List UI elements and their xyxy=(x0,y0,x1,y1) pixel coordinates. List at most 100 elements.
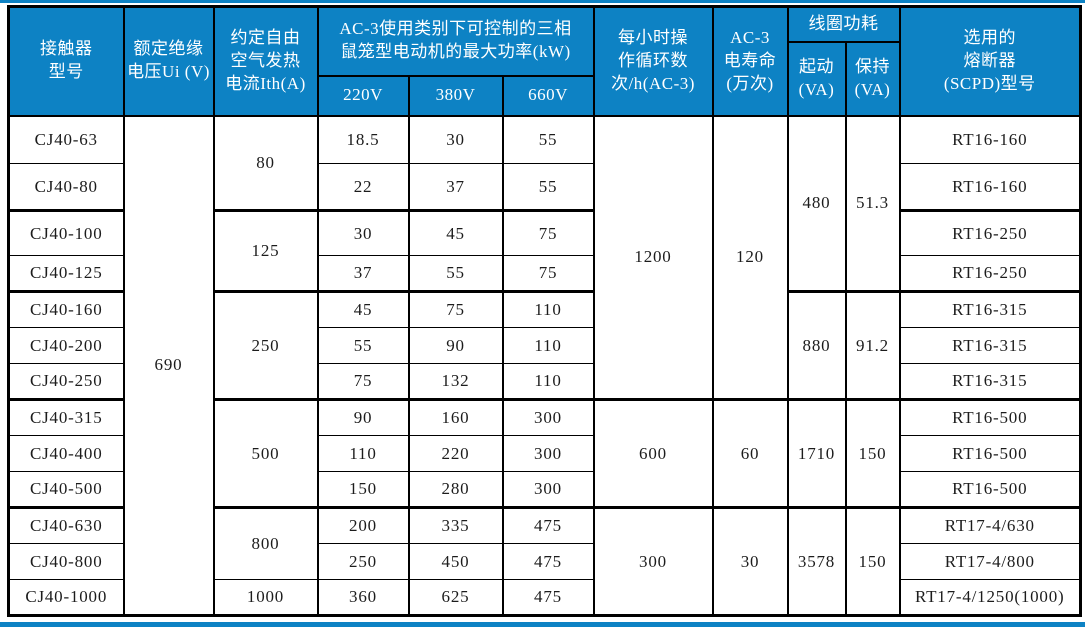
cell-p380: 45 xyxy=(407,210,504,256)
cell-ith: 80 xyxy=(212,115,319,212)
cell-cycles: 1200 xyxy=(592,115,714,401)
cell-model: CJ40-200 xyxy=(7,327,125,364)
cell-fuse: RT16-160 xyxy=(898,115,1082,164)
cell-p660: 475 xyxy=(501,579,595,616)
cell-life: 60 xyxy=(711,399,789,509)
cell-p660: 300 xyxy=(501,471,595,509)
cell-model: CJ40-1000 xyxy=(7,579,125,616)
cell-fuse: RT16-500 xyxy=(898,471,1082,509)
cell-ith: 250 xyxy=(212,291,319,401)
table-row: CJ40-800 250 450 475 RT17-4/800 xyxy=(7,543,1082,580)
header-insulation-voltage: 额定绝缘 电压Ui (V) xyxy=(122,5,215,117)
header-coil-consumption-group: 线圈功耗 xyxy=(786,5,901,43)
cell-p220: 150 xyxy=(316,471,410,509)
header-electrical-life: AC-3 电寿命 (万次) xyxy=(711,5,789,117)
table-row: CJ40-500 150 280 300 RT16-500 xyxy=(7,471,1082,509)
cell-p660: 110 xyxy=(501,291,595,328)
cell-p220: 18.5 xyxy=(316,115,410,164)
cell-fuse: RT17-4/1250(1000) xyxy=(898,579,1082,616)
cell-p380: 160 xyxy=(407,399,504,436)
cell-p380: 75 xyxy=(407,291,504,328)
header-operating-cycles: 每小时操 作循环数 次/h(AC-3) xyxy=(592,5,714,117)
cell-model: CJ40-100 xyxy=(7,210,125,256)
table-row: CJ40-125 37 55 75 RT16-250 xyxy=(7,255,1082,293)
cell-p220: 22 xyxy=(316,163,410,212)
cell-p380: 335 xyxy=(407,507,504,544)
cell-ith: 125 xyxy=(212,210,319,293)
cell-fuse: RT16-315 xyxy=(898,291,1082,328)
cell-p380: 90 xyxy=(407,327,504,364)
cell-p660: 475 xyxy=(501,543,595,580)
header-coil-start: 起动 (VA) xyxy=(786,40,847,117)
header-coil-hold: 保持 (VA) xyxy=(844,40,901,117)
table-row: CJ40-160 250 45 75 110 880 91.2 RT16-315 xyxy=(7,291,1082,401)
table-row: CJ40-1000 1000 360 625 475 RT17-4/1250(1… xyxy=(7,579,1082,616)
cell-coil-hold: 150 xyxy=(844,399,901,509)
header-thermal-current: 约定自由 空气发热 电流Ith(A) xyxy=(212,5,319,117)
header-row-3: 220V 380V 660V xyxy=(9,74,1081,117)
contactor-spec-table: 接触器 型号 额定绝缘 电压Ui (V) 约定自由 空气发热 电流Ith(A) … xyxy=(7,5,1082,617)
cell-p380: 30 xyxy=(407,115,504,164)
cell-life: 30 xyxy=(711,507,789,616)
cell-fuse: RT16-500 xyxy=(898,435,1082,472)
table-row: CJ40-100 125 30 45 75 RT16-250 xyxy=(7,210,1082,293)
cell-coil-start: 1710 xyxy=(786,399,847,509)
cell-p380: 450 xyxy=(407,543,504,580)
cell-p660: 300 xyxy=(501,399,595,436)
cell-p220: 250 xyxy=(316,543,410,580)
header-fuse-type: 选用的 熔断器 (SCPD)型号 xyxy=(898,5,1082,117)
cell-coil-hold: 91.2 xyxy=(844,291,901,401)
cell-p660: 300 xyxy=(501,435,595,472)
cell-model: CJ40-500 xyxy=(7,471,125,509)
cell-fuse: RT17-4/800 xyxy=(898,543,1082,580)
cell-ith: 500 xyxy=(212,399,319,509)
cell-p380: 132 xyxy=(407,363,504,401)
cell-coil-start: 880 xyxy=(786,291,847,401)
header-220v: 220V xyxy=(316,74,410,117)
header-380v: 380V xyxy=(407,74,504,117)
cell-ith: 800 xyxy=(212,507,319,580)
cell-p660: 75 xyxy=(501,255,595,293)
cell-coil-hold: 150 xyxy=(844,507,901,616)
cell-model: CJ40-63 xyxy=(7,115,125,164)
cell-p660: 75 xyxy=(501,210,595,256)
cell-model: CJ40-125 xyxy=(7,255,125,293)
cell-p660: 110 xyxy=(501,327,595,364)
cell-model: CJ40-160 xyxy=(7,291,125,328)
cell-model: CJ40-315 xyxy=(7,399,125,436)
cell-cycles: 300 xyxy=(592,507,714,616)
cell-cycles: 600 xyxy=(592,399,714,509)
cell-model: CJ40-80 xyxy=(7,163,125,212)
cell-p660: 110 xyxy=(501,363,595,401)
cell-fuse: RT16-250 xyxy=(898,255,1082,293)
cell-coil-start: 480 xyxy=(786,115,847,293)
table-row: CJ40-80 22 37 55 RT16-160 xyxy=(7,163,1082,212)
cell-fuse: RT16-315 xyxy=(898,363,1082,401)
cell-p220: 360 xyxy=(316,579,410,616)
header-max-power-group: AC-3使用类别下可控制的三相 鼠笼型电动机的最大功率(kW) xyxy=(316,5,595,77)
cell-p220: 45 xyxy=(316,291,410,328)
cell-model: CJ40-250 xyxy=(7,363,125,401)
cell-p380: 220 xyxy=(407,435,504,472)
cell-p220: 30 xyxy=(316,210,410,256)
cell-fuse: RT16-250 xyxy=(898,210,1082,256)
top-blue-strip xyxy=(0,0,1085,3)
header-660v: 660V xyxy=(501,74,595,117)
cell-coil-start: 3578 xyxy=(786,507,847,616)
table-row: CJ40-63 690 80 18.5 30 55 1200 120 480 5… xyxy=(7,115,1082,616)
cell-model: CJ40-800 xyxy=(7,543,125,580)
cell-p220: 75 xyxy=(316,363,410,401)
cell-model: CJ40-630 xyxy=(7,507,125,544)
cell-fuse: RT16-500 xyxy=(898,399,1082,436)
cell-p380: 625 xyxy=(407,579,504,616)
cell-p660: 55 xyxy=(501,115,595,164)
table-row: CJ40-315 500 90 160 300 600 60 1710 150 … xyxy=(7,399,1082,509)
cell-p220: 200 xyxy=(316,507,410,544)
bottom-blue-strip xyxy=(0,622,1085,627)
table-row: CJ40-250 75 132 110 RT16-315 xyxy=(7,363,1082,401)
cell-fuse: RT16-160 xyxy=(898,163,1082,212)
table-row: CJ40-200 55 90 110 RT16-315 xyxy=(7,327,1082,364)
cell-p220: 90 xyxy=(316,399,410,436)
cell-model: CJ40-400 xyxy=(7,435,125,472)
cell-coil-hold: 51.3 xyxy=(844,115,901,293)
